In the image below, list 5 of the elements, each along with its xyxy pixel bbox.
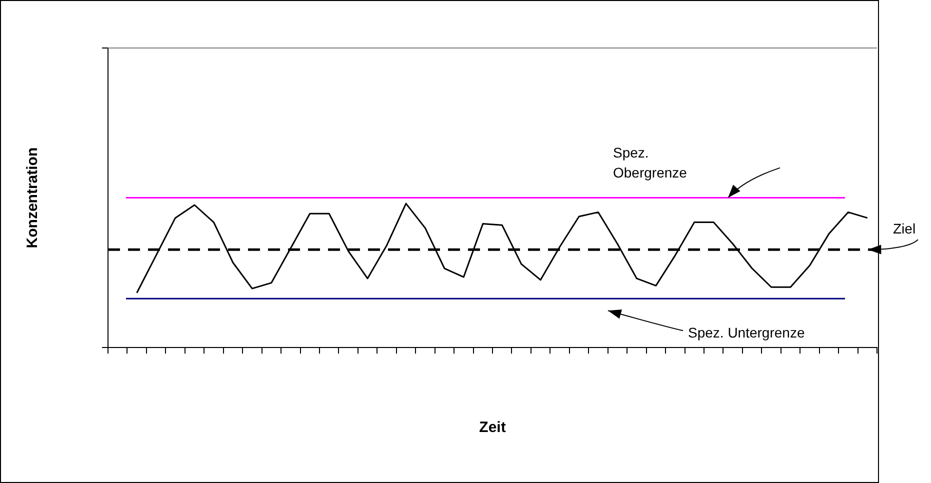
ref-line-label: Ziel xyxy=(893,220,916,237)
ref-line-label: Spez. Obergrenze xyxy=(613,144,688,181)
ref-line-label: Spez. Untergrenze xyxy=(688,324,805,340)
y-axis-title: Konzentration xyxy=(24,147,42,248)
x-axis-title: Zeit xyxy=(479,419,506,436)
